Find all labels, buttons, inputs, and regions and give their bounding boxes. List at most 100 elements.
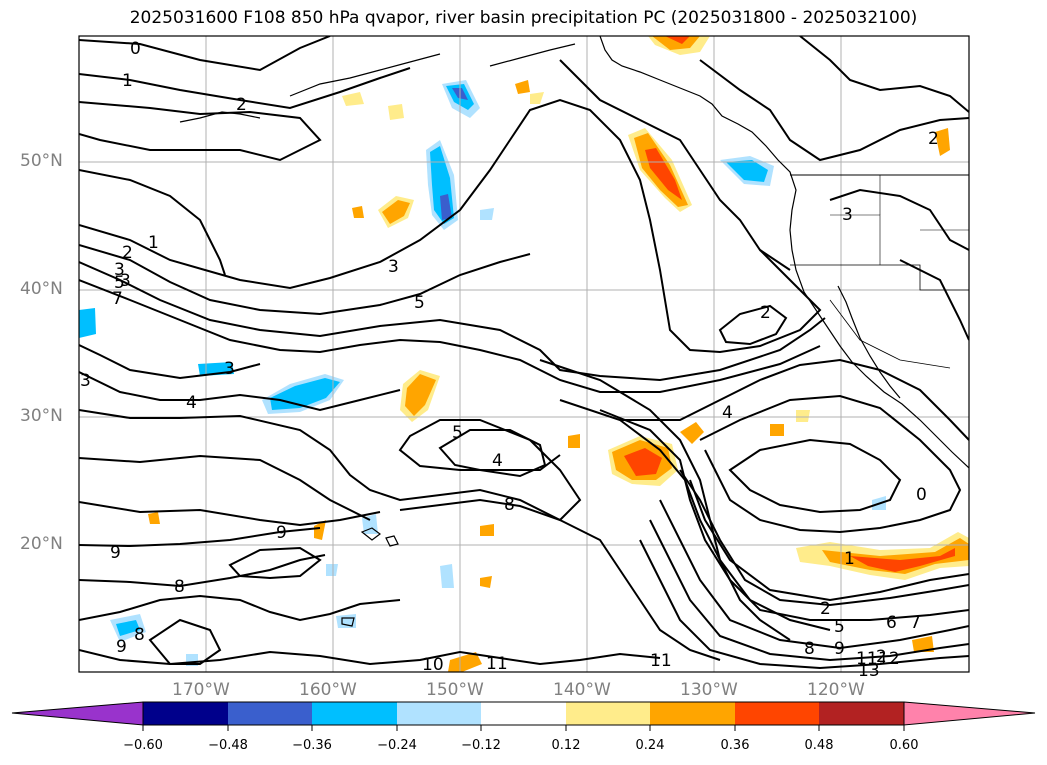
coastline [837,285,901,399]
colorbar-bin [819,702,904,725]
contour-line [728,438,902,514]
contour-label: 6 [886,613,897,633]
contour-label: 2 [236,95,247,115]
coastline [599,36,969,469]
map-border [78,35,970,673]
lon-label-140w: 140°W [553,680,611,700]
contour-line [79,67,411,110]
colorbar-tick-label: −0.60 [123,738,163,753]
contour-line [438,429,547,478]
precip-region [480,208,494,220]
colorbar-bin [735,702,819,725]
lat-label-30n: 30°N [20,406,63,426]
precip-region [912,636,934,652]
contour-label: 11 [650,651,672,671]
contour-line [79,36,331,72]
colorbar-extend-min [11,701,144,726]
contour-label: 3 [224,359,235,379]
precip-region [314,520,326,540]
contour-line [539,359,791,641]
colorbar-frame [142,701,905,726]
contour-line [659,499,969,650]
precip-region [665,36,690,44]
precip-region [405,374,436,416]
contour-label: 4 [722,403,733,423]
contour-label: 13 [858,661,880,681]
contour-label: 3 [842,205,853,225]
contour-line [399,498,721,661]
contour-label: 3 [388,257,399,277]
lat-label-50n: 50°N [20,151,63,171]
colorbar [11,701,1036,731]
contour-line [559,59,791,271]
colorbar-bin [481,702,566,725]
precip-region [440,564,454,588]
precip-region [352,206,364,218]
contour-line [79,501,381,527]
contour-label: 9 [276,523,287,543]
contour-line [79,244,531,316]
contour-label: 2 [820,599,831,619]
lat-label-20n: 20°N [20,534,63,554]
precip-region [850,548,955,572]
precip-region [624,448,662,476]
border [829,299,951,369]
contour-label: 3 [80,371,91,391]
contour-label: 11 [486,654,508,674]
colorbar-tick-label: 0.24 [635,738,665,753]
colorbar-tick-label: 0.12 [551,738,581,753]
contour-label: 4 [186,393,197,413]
contour-label: 5 [452,423,463,443]
contour-label: 8 [134,625,145,645]
colorbar-tick-label: 0.36 [720,738,750,753]
precip-region [79,308,96,338]
coastline [489,43,576,67]
contour-label: 2 [876,647,887,667]
contour-label: 5 [114,273,125,293]
contour-label: 3 [120,271,131,291]
precip-region [440,194,452,220]
contour-line [689,479,969,602]
precip-region [530,92,544,104]
contour-label: 2 [760,303,771,323]
precip-region [342,92,364,106]
contour-label: 8 [804,639,815,659]
contour-label: 10 [422,655,444,675]
precip-region [116,620,140,636]
lon-label-120w: 120°W [807,680,865,700]
colorbar-tick-label: −0.24 [377,738,417,753]
contour-label: 4 [492,451,503,471]
contour-label: 1 [122,71,133,91]
coastline [289,53,441,97]
contour-line [79,527,321,548]
precip-region [515,80,530,94]
colorbar-tick-label: 0.48 [804,738,834,753]
lat-label-40n: 40°N [20,279,63,299]
contour-line [79,594,401,622]
lon-label-170w: 170°W [172,680,230,700]
colorbar-tick-label: −0.12 [461,738,501,753]
contour-label: 7 [910,613,921,633]
contour-label: 8 [174,577,185,597]
map-title: 2025031600 F108 850 hPa qvapor, river ba… [129,8,918,28]
precip-region [796,410,810,422]
contour-line [799,36,969,113]
contour-line [679,469,969,607]
contour-label: 9 [834,639,845,659]
contour-label: 3 [114,260,125,280]
contour-line [148,618,222,665]
island [341,617,355,627]
contour-line [79,454,371,521]
map-panel [79,36,969,672]
island [385,535,399,547]
contour-line [79,261,826,382]
precip-region [652,36,700,50]
colorbar-bin [397,702,481,725]
colorbar-bin [228,702,312,725]
lon-label-160w: 160°W [299,680,357,700]
coastline [179,111,261,123]
contour-line [79,371,401,412]
contour-line [649,519,969,662]
colorbar-tick-label: −0.36 [292,738,332,753]
